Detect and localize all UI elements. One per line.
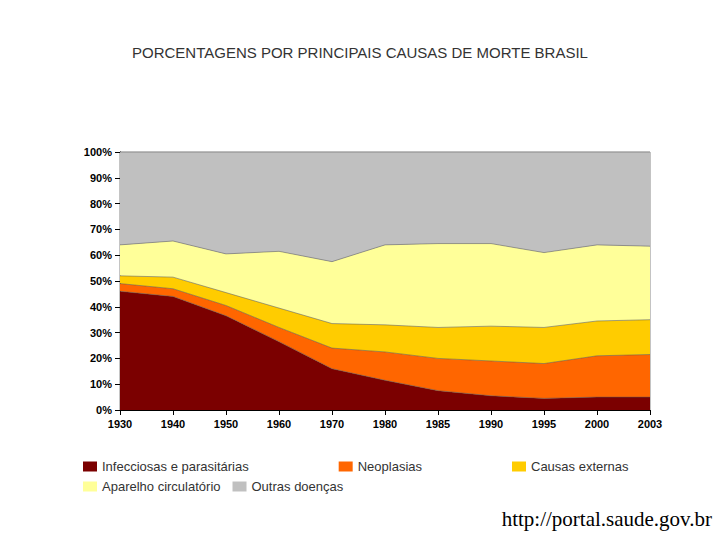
svg-text:http://portal.saude.gov.br: http://portal.saude.gov.br	[502, 507, 712, 531]
svg-text:20%: 20%	[90, 352, 112, 364]
svg-text:50%: 50%	[90, 275, 112, 287]
svg-text:Aparelho circulatório: Aparelho circulatório	[102, 479, 221, 494]
svg-text:90%: 90%	[90, 172, 112, 184]
svg-text:60%: 60%	[90, 249, 112, 261]
svg-text:10%: 10%	[90, 378, 112, 390]
svg-text:1960: 1960	[267, 418, 291, 430]
svg-text:40%: 40%	[90, 301, 112, 313]
svg-text:30%: 30%	[90, 327, 112, 339]
svg-text:Causas externas: Causas externas	[531, 459, 629, 474]
svg-text:Neoplasias: Neoplasias	[358, 459, 423, 474]
svg-text:1980: 1980	[373, 418, 397, 430]
svg-text:1990: 1990	[479, 418, 503, 430]
svg-text:1985: 1985	[426, 418, 450, 430]
svg-text:PORCENTAGENS POR PRINCIPAIS CA: PORCENTAGENS POR PRINCIPAIS CAUSAS DE MO…	[132, 44, 588, 61]
svg-text:70%: 70%	[90, 223, 112, 235]
svg-text:1995: 1995	[532, 418, 556, 430]
svg-text:1950: 1950	[214, 418, 238, 430]
svg-text:Infecciosas e parasitárias: Infecciosas e parasitárias	[102, 459, 249, 474]
svg-text:1970: 1970	[320, 418, 344, 430]
svg-text:1940: 1940	[161, 418, 185, 430]
svg-text:1930: 1930	[108, 418, 132, 430]
svg-text:Outras doenças: Outras doenças	[252, 479, 344, 494]
svg-text:2000: 2000	[585, 418, 609, 430]
svg-text:80%: 80%	[90, 198, 112, 210]
svg-text:100%: 100%	[84, 146, 112, 158]
svg-text:0%: 0%	[96, 404, 112, 416]
svg-text:2003: 2003	[638, 418, 662, 430]
